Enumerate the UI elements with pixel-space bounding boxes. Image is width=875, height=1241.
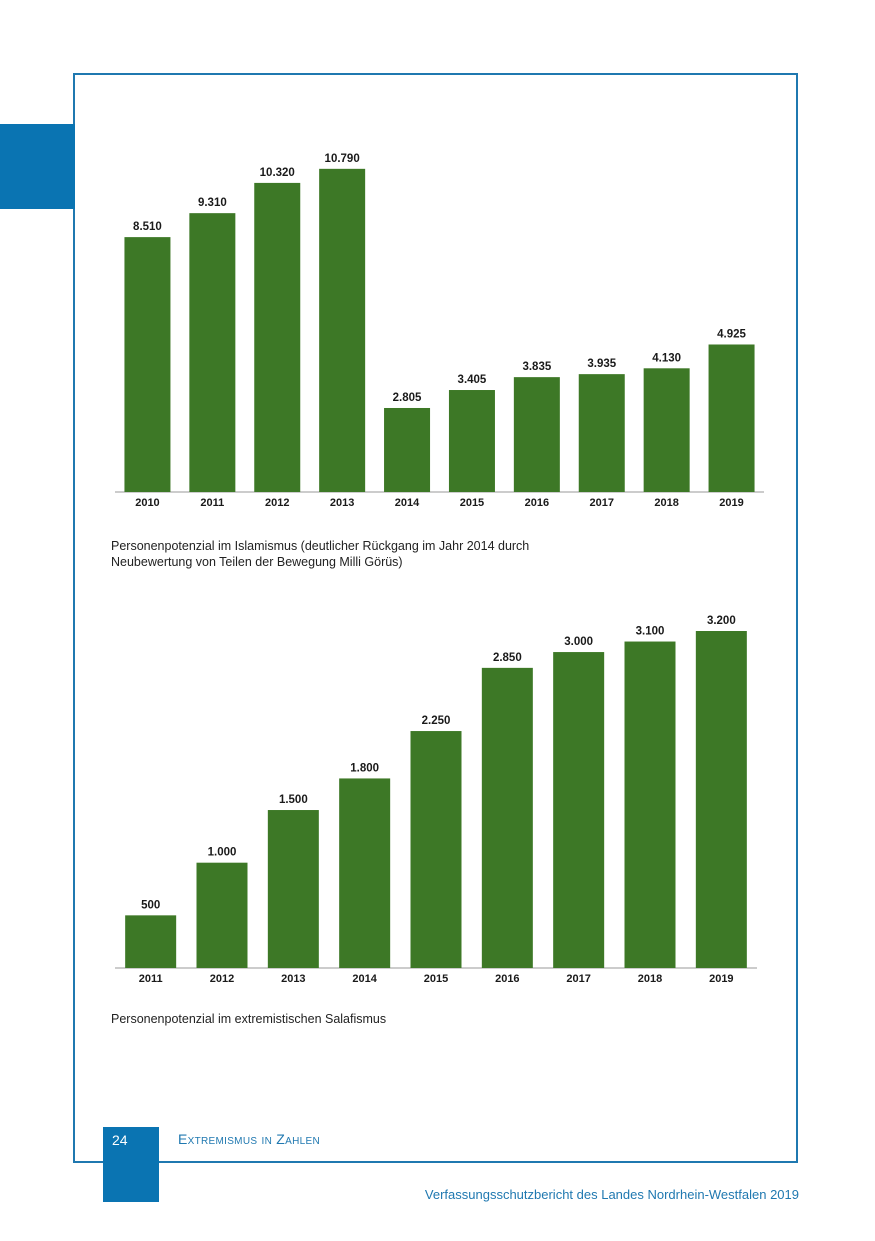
- side-tab-marker: [0, 124, 75, 209]
- chart2-value-label: 3.100: [636, 626, 665, 638]
- chart2-value-label: 1.800: [350, 762, 379, 774]
- chart1-caption: Personenpotenzial im Islamismus (deutlic…: [111, 538, 529, 570]
- chart1-bar-2014: [384, 407, 431, 492]
- chart2-value-label: 2.250: [422, 715, 451, 727]
- chart2-caption: Personenpotenzial im extremistischen Sal…: [111, 1011, 386, 1027]
- page-frame: [73, 73, 798, 1163]
- chart2-x-tick-label: 2019: [709, 973, 733, 985]
- section-title: Extremismus in Zahlen: [178, 1131, 320, 1147]
- islamismus-bar-chart: 8.510 2010 9.310 2011 10.320 2012 10.790 2013 2.…: [115, 153, 764, 509]
- chart2-value-label: 500: [141, 899, 160, 911]
- chart1-x-tick-label: 2016: [525, 497, 549, 509]
- chart1-bar-2012: [254, 182, 301, 492]
- chart2-bar-2016: [481, 667, 533, 968]
- chart2-x-tick-label: 2011: [139, 973, 163, 985]
- chart1-value-label: 10.790: [325, 153, 360, 165]
- chart1-x-tick-label: 2018: [654, 497, 678, 509]
- chart1-bar-2018: [643, 368, 690, 492]
- chart1-value-label: 4.925: [717, 328, 746, 340]
- chart1-value-label: 8.510: [133, 221, 162, 233]
- chart1-value-label: 4.130: [652, 352, 681, 364]
- chart1-x-tick-label: 2019: [719, 497, 743, 509]
- chart2-x-tick-label: 2016: [495, 973, 519, 985]
- chart1-x-tick-label: 2013: [330, 497, 354, 509]
- chart1-bar-2019: [708, 344, 755, 492]
- chart1-value-label: 9.310: [198, 197, 227, 209]
- chart2-value-label: 1.000: [208, 847, 237, 859]
- chart1-x-tick-label: 2010: [135, 497, 159, 509]
- chart1-x-tick-label: 2014: [395, 497, 420, 509]
- chart1-value-label: 3.835: [522, 361, 551, 373]
- chart2-value-label: 3.200: [707, 615, 736, 627]
- publication-footer: Verfassungsschutzbericht des Landes Nord…: [424, 1187, 799, 1202]
- page-number-box: [103, 1127, 159, 1202]
- chart2-bar-2015: [410, 731, 462, 968]
- chart2-x-tick-label: 2018: [638, 973, 662, 985]
- chart2-x-tick-label: 2013: [281, 973, 305, 985]
- chart1-value-label: 2.805: [393, 392, 422, 404]
- chart1-caption-line: Personenpotenzial im Islamismus (deutlic…: [111, 539, 530, 553]
- chart2-bar-2011: [125, 915, 177, 968]
- chart2-bar-2012: [196, 862, 248, 968]
- chart1-value-label: 10.320: [260, 167, 295, 179]
- chart1-value-label: 3.935: [587, 358, 616, 370]
- chart2-x-tick-label: 2015: [424, 973, 448, 985]
- chart2-bar-2017: [553, 652, 605, 968]
- chart2-bar-2018: [624, 641, 676, 968]
- chart2-value-label: 2.850: [493, 652, 522, 664]
- chart2-caption-line: Personenpotenzial im extremistischen Sal…: [111, 1012, 387, 1026]
- chart2-value-label: 1.500: [279, 794, 308, 806]
- chart1-bar-2016: [513, 377, 560, 492]
- chart1-x-tick-label: 2015: [460, 497, 484, 509]
- chart1-bar-2013: [319, 168, 366, 492]
- chart2-x-tick-label: 2017: [566, 973, 590, 985]
- chart1-caption-line: Neubewertung von Teilen der Bewegung Mil…: [111, 555, 403, 569]
- chart2-x-tick-label: 2012: [210, 973, 234, 985]
- chart2-bar-2019: [695, 631, 747, 968]
- chart2-x-tick-label: 2014: [352, 973, 377, 985]
- chart2-value-label: 3.000: [564, 636, 593, 648]
- chart2-bar-2013: [267, 810, 319, 968]
- chart1-value-label: 3.405: [458, 374, 487, 386]
- chart1-bar-2015: [448, 390, 495, 492]
- chart1-x-tick-label: 2012: [265, 497, 289, 509]
- chart1-bar-2011: [189, 213, 236, 492]
- chart1-bar-2017: [578, 374, 625, 492]
- chart1-x-tick-label: 2011: [200, 497, 224, 509]
- page-number: 24: [112, 1132, 128, 1148]
- chart1-bar-2010: [124, 237, 171, 492]
- chart2-bar-2014: [339, 778, 391, 968]
- chart1-x-tick-label: 2017: [590, 497, 614, 509]
- salafismus-bar-chart: 500 2011 1.000 2012 1.500 2013 1.800 2014 2.250 2…: [115, 615, 757, 985]
